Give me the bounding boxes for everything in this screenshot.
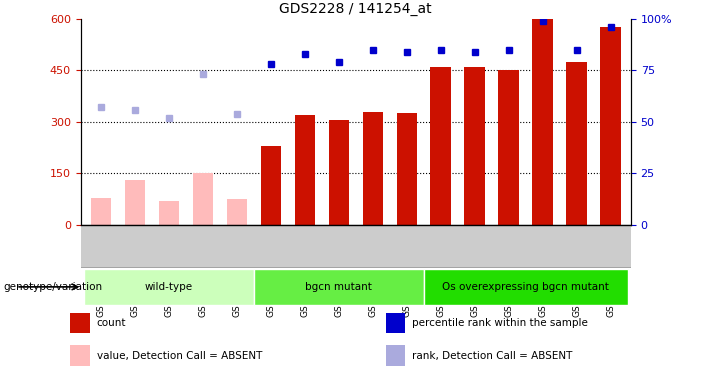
Bar bbox=[84, 269, 254, 305]
Bar bbox=[70, 345, 90, 366]
Bar bbox=[125, 180, 145, 225]
Bar bbox=[294, 115, 315, 225]
Bar bbox=[362, 112, 383, 225]
Bar bbox=[254, 269, 423, 305]
Bar bbox=[423, 269, 627, 305]
Bar bbox=[158, 201, 179, 225]
Text: bgcn mutant: bgcn mutant bbox=[306, 282, 372, 292]
Bar bbox=[91, 198, 111, 225]
Bar bbox=[329, 120, 349, 225]
Text: percentile rank within the sample: percentile rank within the sample bbox=[412, 318, 588, 328]
Bar bbox=[397, 113, 417, 225]
Bar bbox=[386, 345, 405, 366]
Title: GDS2228 / 141254_at: GDS2228 / 141254_at bbox=[280, 2, 432, 16]
Text: count: count bbox=[97, 318, 126, 328]
Text: value, Detection Call = ABSENT: value, Detection Call = ABSENT bbox=[97, 351, 262, 361]
Bar bbox=[498, 70, 519, 225]
Bar bbox=[226, 199, 247, 225]
Bar bbox=[532, 19, 553, 225]
Text: wild-type: wild-type bbox=[145, 282, 193, 292]
Bar bbox=[600, 27, 620, 225]
Text: Os overexpressing bgcn mutant: Os overexpressing bgcn mutant bbox=[442, 282, 609, 292]
Bar bbox=[193, 173, 213, 225]
Bar bbox=[566, 62, 587, 225]
Bar bbox=[465, 67, 485, 225]
Text: rank, Detection Call = ABSENT: rank, Detection Call = ABSENT bbox=[412, 351, 573, 361]
Bar bbox=[261, 146, 281, 225]
Bar bbox=[430, 67, 451, 225]
Bar bbox=[70, 313, 90, 333]
Text: genotype/variation: genotype/variation bbox=[4, 282, 102, 292]
Bar bbox=[386, 313, 405, 333]
